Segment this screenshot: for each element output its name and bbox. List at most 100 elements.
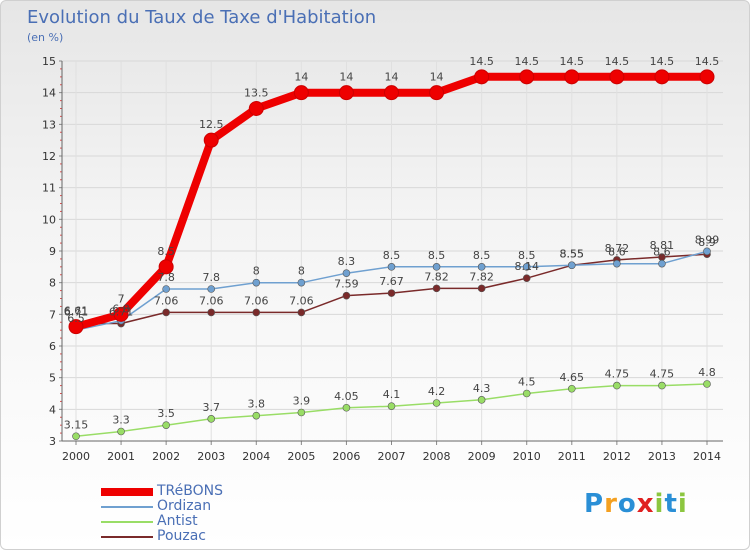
legend-item-ordizan: Ordizan — [101, 499, 223, 514]
legend-swatch-ordizan — [101, 505, 153, 508]
data-point — [429, 85, 445, 101]
proxiti-logo: Proxiti — [584, 489, 688, 519]
x-tick-label: 2002 — [152, 450, 180, 463]
data-point — [113, 306, 129, 322]
data-label: 14 — [385, 71, 399, 84]
data-label: 8.14 — [514, 260, 539, 273]
data-point — [293, 85, 309, 101]
data-label: 6.61 — [64, 305, 89, 318]
data-point — [387, 289, 396, 297]
data-label: 4.3 — [473, 382, 491, 395]
legend-label-pouzac: Pouzac — [157, 528, 207, 544]
data-point — [477, 284, 486, 293]
data-point — [432, 284, 441, 293]
data-label: 14.5 — [695, 55, 720, 68]
data-point — [567, 384, 576, 393]
data-label: 8.99 — [695, 233, 720, 246]
data-label: 3.15 — [64, 418, 89, 431]
logo-letter: P — [584, 489, 605, 519]
x-tick-label: 2003 — [197, 450, 225, 463]
data-point — [252, 411, 261, 420]
data-point — [432, 263, 441, 271]
data-label: 14 — [339, 71, 353, 84]
legend-label-trebons: TRéBONS — [157, 483, 224, 499]
data-label: 8.6 — [653, 246, 671, 259]
data-label: 7.8 — [202, 271, 220, 284]
legend-item-trebons: TRéBONS — [101, 484, 223, 499]
data-point — [207, 285, 216, 293]
data-point — [297, 308, 306, 317]
data-label: 3.3 — [112, 414, 130, 427]
data-point — [609, 69, 625, 85]
data-point — [162, 308, 170, 317]
data-point — [297, 408, 306, 417]
data-label: 4.75 — [605, 368, 630, 381]
data-label: 8.72 — [605, 242, 630, 255]
data-label: 3.5 — [157, 407, 175, 420]
data-point — [252, 308, 261, 317]
data-label: 14.5 — [605, 55, 630, 68]
x-tick-label: 2014 — [693, 450, 721, 463]
x-tick-label: 2010 — [513, 450, 541, 463]
data-label: 3.8 — [248, 398, 266, 411]
data-label: 4.05 — [334, 390, 359, 403]
data-point — [117, 427, 125, 436]
y-tick-label: 10 — [42, 213, 56, 226]
data-label: 7.06 — [199, 294, 224, 307]
data-label: 8.3 — [338, 255, 356, 268]
data-label: 14 — [294, 71, 308, 84]
legend-item-antist: Antist — [101, 514, 223, 529]
data-label: 12.5 — [199, 118, 224, 131]
data-point — [658, 259, 666, 268]
data-label: 7.82 — [424, 270, 449, 283]
data-label: 6.8 — [112, 303, 130, 316]
x-tick-label: 2001 — [107, 450, 135, 463]
y-tick-label: 11 — [42, 182, 56, 195]
data-point — [248, 101, 264, 116]
logo-letter: r — [604, 489, 618, 519]
data-point — [519, 69, 535, 85]
logo-letter: t — [664, 489, 678, 519]
data-label: 7.82 — [469, 270, 494, 283]
data-label: 4.75 — [650, 368, 675, 381]
logo-letter: o — [617, 489, 637, 519]
data-point — [162, 285, 170, 293]
data-label: 14.5 — [514, 55, 539, 68]
x-tick-label: 2000 — [62, 450, 90, 463]
data-point — [342, 269, 351, 277]
data-point — [384, 85, 399, 101]
data-point — [522, 389, 531, 398]
data-point — [338, 85, 354, 101]
data-point — [522, 263, 531, 271]
y-tick-label: 7 — [49, 308, 56, 321]
x-tick-label: 2005 — [287, 450, 315, 463]
data-point — [207, 415, 216, 423]
data-label: 8.9 — [698, 236, 716, 249]
y-tick-label: 15 — [42, 55, 56, 68]
data-point — [474, 69, 490, 85]
data-point — [252, 278, 261, 287]
data-label: 7.06 — [244, 294, 269, 307]
x-tick-label: 2013 — [648, 450, 676, 463]
data-label: 8.81 — [650, 239, 675, 252]
legend-label-ordizan: Ordizan — [157, 498, 212, 514]
data-point — [477, 263, 486, 271]
x-tick-label: 2009 — [468, 450, 496, 463]
data-point — [387, 263, 396, 271]
data-label: 14.5 — [650, 55, 675, 68]
data-label: 8.5 — [157, 245, 175, 258]
legend-swatch-antist — [101, 520, 153, 523]
data-label: 4.5 — [518, 376, 536, 389]
data-label: 8.5 — [383, 249, 401, 262]
data-point — [297, 278, 306, 287]
data-label: 7 — [118, 292, 125, 305]
x-tick-label: 2011 — [558, 450, 586, 463]
data-point — [613, 381, 621, 390]
y-tick-label: 5 — [49, 372, 56, 385]
y-tick-label: 12 — [42, 150, 56, 163]
data-label: 3.9 — [293, 395, 311, 408]
legend-item-pouzac: Pouzac — [101, 529, 223, 544]
data-point — [477, 396, 486, 404]
x-tick-label: 2006 — [332, 450, 360, 463]
data-label: 13.5 — [244, 87, 269, 100]
